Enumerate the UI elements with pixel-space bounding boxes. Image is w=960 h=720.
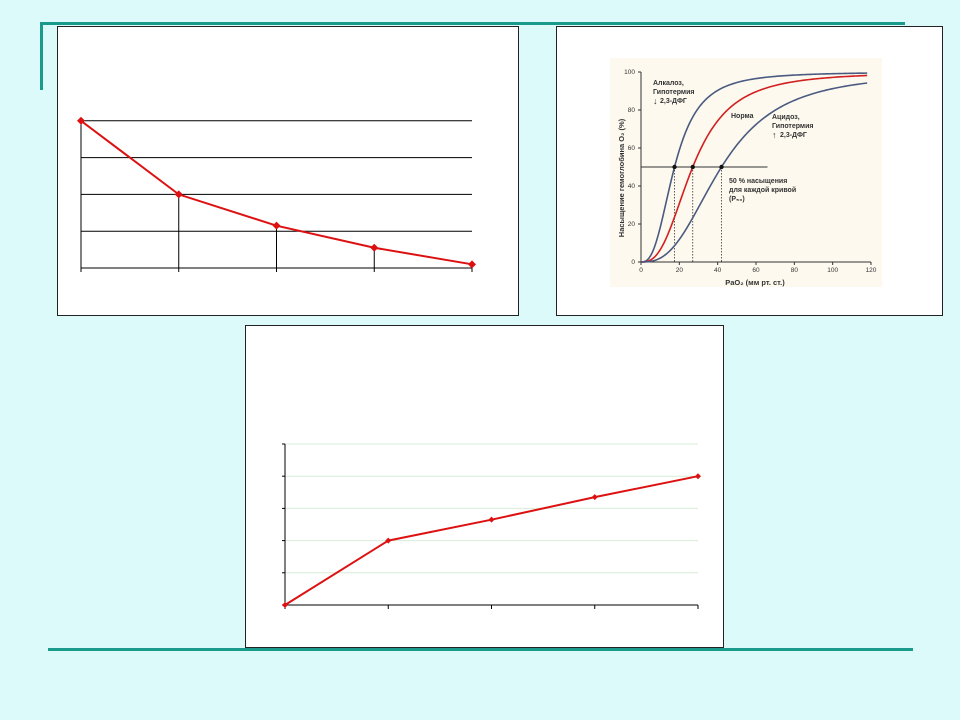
decline-chart xyxy=(77,116,476,272)
acidosis-label-2: Гипотермия xyxy=(772,123,814,130)
y-tick-label: 40 xyxy=(628,183,636,190)
acidosis-label-3: 2,3-ДФГ xyxy=(780,132,807,139)
data-point xyxy=(468,260,476,269)
p50-point xyxy=(719,164,724,170)
chart-panel-decline xyxy=(57,26,519,316)
x-tick-label: 100 xyxy=(827,267,838,274)
y-tick-label: 80 xyxy=(628,107,636,114)
x-tick-label: 60 xyxy=(752,267,760,274)
x-tick-label: 20 xyxy=(676,267,684,274)
p50-point xyxy=(672,164,677,170)
alkalosis-label-3: 2,3-ДФГ xyxy=(660,98,687,105)
y-tick-label: 0 xyxy=(631,259,635,266)
y-tick-label: 100 xyxy=(624,69,635,76)
dissociation-curve xyxy=(640,72,868,263)
dissociation-curve xyxy=(640,74,868,263)
acidosis-label-1: Ацидоз, xyxy=(772,114,800,121)
down-arrow-icon: ↓ xyxy=(653,96,658,106)
data-point xyxy=(385,537,392,544)
figure-background xyxy=(610,58,882,287)
x-tick-label: 0 xyxy=(639,267,643,274)
y-tick-label: 20 xyxy=(628,221,636,228)
y-axis-label: Насыщение гемоглобина O₂ (%) xyxy=(617,118,626,237)
data-point xyxy=(77,116,85,125)
chart-panel-microclots: Содержание микросгустков в консервирован… xyxy=(245,325,724,648)
x-tick-label: 40 xyxy=(714,267,722,274)
data-point xyxy=(174,190,183,199)
x-axis-label: PaO₂ (мм рт. ст.) xyxy=(725,278,785,287)
data-point xyxy=(282,602,288,608)
dissociation-curve xyxy=(640,82,868,263)
y-tick-label: 60 xyxy=(628,145,636,152)
bottom-accent-line xyxy=(48,648,913,651)
chart-panel-dissociation: Насыщение гемоглобина O₂ (%) PaO₂ (мм рт… xyxy=(556,26,943,316)
data-point xyxy=(370,243,379,252)
microclots-chart-subtitle: По данным Н.Г. Швецова и соавт. (1988) К… xyxy=(258,376,537,386)
microclots-chart xyxy=(282,443,701,609)
data-point xyxy=(488,516,495,523)
alkalosis-annotation: Алкалоз, Гипотермия 2,3-ДФГ ↓ xyxy=(653,80,695,106)
x-tick-label: 120 xyxy=(866,267,877,274)
left-accent-line xyxy=(40,22,43,90)
alkalosis-label-1: Алкалоз, xyxy=(653,80,684,87)
p50-note-3: (P₅₀) xyxy=(729,196,745,203)
data-point xyxy=(695,473,701,480)
norm-label: Норма xyxy=(731,113,754,120)
p50-note-1: 50 % насыщения xyxy=(729,178,787,185)
data-point xyxy=(272,221,281,230)
top-accent-line xyxy=(40,22,905,25)
data-point xyxy=(591,494,598,501)
acidosis-annotation: Ацидоз, Гипотермия 2,3-ДФГ ↑ xyxy=(772,114,814,140)
dissociation-chart: Насыщение гемоглобина O₂ (%) PaO₂ (мм рт… xyxy=(610,58,882,287)
p50-note-2: для каждой кривой xyxy=(729,186,796,194)
p50-point xyxy=(690,164,695,170)
up-arrow-icon: ↑ xyxy=(772,130,777,140)
alkalosis-label-2: Гипотермия xyxy=(653,89,695,96)
x-tick-label: 80 xyxy=(791,267,799,274)
p50-note: 50 % насыщения для каждой кривой (P₅₀) xyxy=(729,178,796,203)
microclots-chart-title: Содержание микросгустков в консервирован… xyxy=(258,340,690,356)
